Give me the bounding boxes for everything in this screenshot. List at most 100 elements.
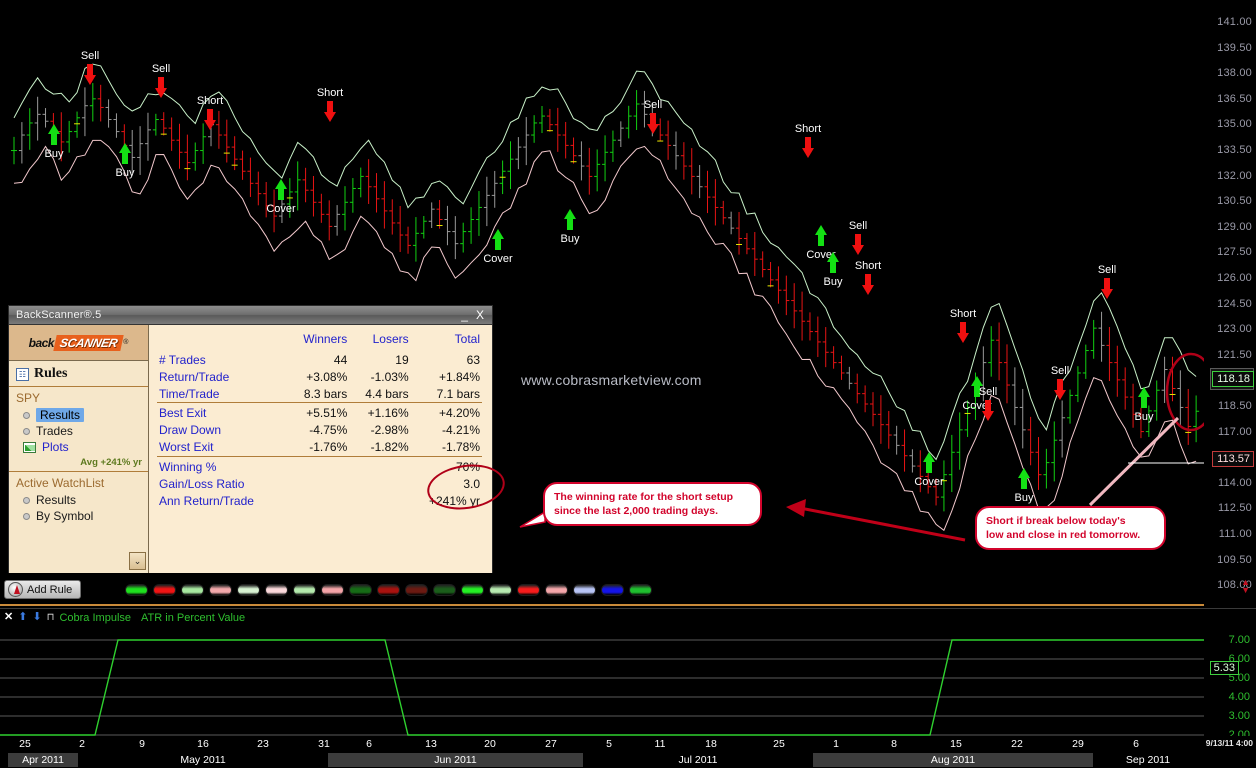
close-icon[interactable]: ✕ bbox=[4, 611, 14, 623]
stats-row-label: Draw Down bbox=[159, 423, 222, 437]
move-down-icon[interactable]: ⬇ bbox=[32, 611, 42, 623]
color-swatch[interactable] bbox=[125, 583, 149, 596]
stats-cell-winners bbox=[287, 455, 350, 475]
svg-text:Short: Short bbox=[317, 87, 343, 99]
svg-text:Sell: Sell bbox=[1098, 264, 1116, 276]
date-axis[interactable]: 25 2 9 16 23 31 6 13 20 27 5 11 18 25 1 8 15 22 29 6 Apr 20… bbox=[0, 736, 1256, 768]
color-swatch[interactable] bbox=[237, 583, 261, 596]
trade-marker-sell: Sell bbox=[644, 99, 662, 134]
stats-row-label: Best Exit bbox=[157, 402, 287, 422]
color-swatch[interactable] bbox=[153, 583, 177, 596]
sidebar-item-by-symbol[interactable]: By Symbol bbox=[9, 508, 148, 524]
color-swatch[interactable] bbox=[517, 583, 541, 596]
backscanner-titlebar[interactable]: BackScanner®.5 _ X bbox=[9, 306, 492, 325]
rules-tree-icon: ☷ bbox=[16, 367, 29, 381]
color-swatch[interactable] bbox=[573, 583, 597, 596]
logo-registered-mark: ® bbox=[123, 339, 129, 346]
sidebar-item-plots[interactable]: Plots bbox=[9, 439, 148, 455]
color-swatch[interactable] bbox=[349, 583, 373, 596]
svg-text:Sell: Sell bbox=[979, 386, 997, 398]
trade-marker-short: Short bbox=[795, 123, 821, 158]
pane-icon[interactable]: ⊓ bbox=[46, 612, 55, 623]
price-tick-label: 108.00 bbox=[1217, 579, 1252, 592]
color-swatch[interactable] bbox=[545, 583, 569, 596]
indicator-plot bbox=[0, 639, 1204, 736]
sidebar-scroll-area: ⌄ bbox=[9, 524, 148, 573]
color-swatch[interactable] bbox=[293, 583, 317, 596]
stats-cell-winners: 44 bbox=[333, 352, 348, 367]
price-tick-label: 127.50 bbox=[1217, 246, 1252, 259]
indicator-pane[interactable]: ✕ ⬆ ⬇ ⊓ Cobra Impulse ATR in Percent Val… bbox=[0, 608, 1256, 741]
stats-col-header: Total bbox=[454, 332, 480, 346]
table-row: Gain/Loss Ratio 3.0 bbox=[157, 475, 482, 492]
logo-text-scanner: SCANNER bbox=[53, 334, 124, 351]
color-swatch[interactable] bbox=[489, 583, 513, 596]
axis-timestamp: 9/13/11 4:00 bbox=[1205, 738, 1253, 748]
price-tick-label: 141.00 bbox=[1217, 16, 1252, 28]
backscanner-window[interactable]: BackScanner®.5 _ X back SCANNER ® ☷ Rule… bbox=[8, 305, 508, 573]
sidebar-item-results[interactable]: Results bbox=[9, 492, 148, 508]
color-swatch[interactable] bbox=[433, 583, 457, 596]
stats-row-label: Gain/Loss Ratio bbox=[159, 476, 245, 491]
price-tick-label: 132.00 bbox=[1217, 169, 1252, 182]
envelope-lines-layer bbox=[13, 63, 1197, 532]
table-row: Return/Trade +3.08% -1.03% +1.84% bbox=[157, 368, 482, 385]
table-row: Worst Exit -1.76% -1.82% -1.78% bbox=[157, 439, 482, 457]
color-swatch[interactable] bbox=[405, 583, 429, 596]
svg-text:Sell: Sell bbox=[81, 50, 99, 62]
sidebar-item-results[interactable]: Results bbox=[9, 407, 148, 423]
stats-cell-losers: -1.82% bbox=[370, 440, 409, 454]
indicator-axis[interactable]: 7.00 6.00 5.00 4.00 3.00 2.00 5.33 bbox=[1204, 626, 1256, 741]
date-tick-label: 25 bbox=[773, 738, 785, 750]
radio-icon bbox=[23, 512, 30, 520]
color-swatch[interactable] bbox=[265, 583, 289, 596]
color-swatch[interactable] bbox=[461, 583, 485, 596]
price-tick-label: 133.50 bbox=[1217, 144, 1252, 156]
sidebar-group-label: Active WatchList bbox=[16, 476, 105, 490]
month-band: Aug 2011 bbox=[813, 753, 1093, 767]
add-rule-button[interactable]: Add Rule bbox=[4, 580, 82, 599]
indicator-tick-label: 3.00 bbox=[1228, 710, 1250, 722]
trade-marker-sell: Sell bbox=[81, 50, 99, 85]
radio-icon bbox=[23, 427, 30, 435]
price-tick-label: 114.00 bbox=[1217, 476, 1252, 489]
trade-marker-short: Short bbox=[197, 95, 223, 130]
chevron-down-icon[interactable]: ⌄ bbox=[129, 552, 146, 570]
move-up-icon[interactable]: ⬆ bbox=[18, 611, 28, 623]
color-swatch[interactable] bbox=[209, 583, 233, 596]
stats-col-header: Losers bbox=[372, 332, 409, 346]
close-icon[interactable]: X bbox=[475, 308, 484, 322]
trade-marker-buy: Buy bbox=[1015, 468, 1034, 504]
svg-text:Sell: Sell bbox=[1051, 365, 1069, 377]
color-swatch[interactable] bbox=[601, 583, 625, 596]
price-value-badge: 118.18 bbox=[1212, 371, 1254, 387]
sidebar-item-trades[interactable]: Trades bbox=[9, 423, 148, 439]
price-tick-label: 109.50 bbox=[1217, 553, 1252, 566]
color-swatch-row[interactable] bbox=[125, 583, 653, 596]
plots-chart-icon bbox=[23, 441, 36, 453]
svg-text:Short: Short bbox=[795, 123, 821, 135]
callout-short-setup: Short if break below today's low and clo… bbox=[975, 506, 1166, 550]
stats-cell-total: 7.1 bars bbox=[436, 386, 480, 401]
price-axis[interactable]: 141.00 139.50 138.00 136.50 135.00 133.50 132.… bbox=[1204, 0, 1256, 608]
trade-marker-buy: Buy bbox=[561, 209, 580, 245]
price-chart-pane[interactable]: Sell Buy Sell Buy Short Cover Short Cover Sell Bu… bbox=[0, 0, 1204, 608]
stats-corner-cell bbox=[157, 331, 287, 351]
stats-cell-losers bbox=[349, 492, 410, 509]
stats-row-label: Time/Trade bbox=[159, 386, 220, 401]
date-tick-label: 9 bbox=[139, 738, 145, 750]
minimize-icon[interactable]: _ bbox=[461, 308, 468, 322]
stats-cell-losers bbox=[349, 475, 410, 492]
color-swatch[interactable] bbox=[181, 583, 205, 596]
svg-text:Cover: Cover bbox=[914, 476, 944, 488]
color-swatch[interactable] bbox=[629, 583, 653, 596]
date-tick-label: 6 bbox=[1133, 738, 1139, 750]
month-band: Jul 2011 bbox=[583, 753, 813, 767]
color-swatch[interactable] bbox=[321, 583, 345, 596]
indicator-sublabel: ATR in Percent Value bbox=[141, 611, 246, 624]
indicator-tick-label: 7.00 bbox=[1228, 634, 1250, 646]
color-swatch[interactable] bbox=[377, 583, 401, 596]
trade-marker-sell: Sell bbox=[1098, 264, 1116, 299]
svg-text:Buy: Buy bbox=[45, 148, 64, 160]
trade-marker-sell: Sell bbox=[849, 220, 867, 255]
